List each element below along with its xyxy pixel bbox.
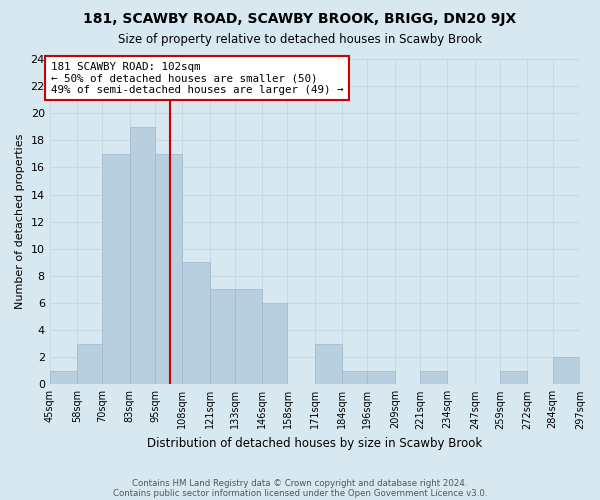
Bar [182,262,209,384]
Bar [235,290,262,384]
Y-axis label: Number of detached properties: Number of detached properties [15,134,25,310]
Bar [262,303,287,384]
Bar [342,371,367,384]
Bar [155,154,182,384]
Bar [50,371,77,384]
Bar [209,290,235,384]
Text: Contains HM Land Registry data © Crown copyright and database right 2024.: Contains HM Land Registry data © Crown c… [132,478,468,488]
Text: 181 SCAWBY ROAD: 102sqm
← 50% of detached houses are smaller (50)
49% of semi-de: 181 SCAWBY ROAD: 102sqm ← 50% of detache… [51,62,343,95]
Text: 181, SCAWBY ROAD, SCAWBY BROOK, BRIGG, DN20 9JX: 181, SCAWBY ROAD, SCAWBY BROOK, BRIGG, D… [83,12,517,26]
Bar [315,344,342,384]
Text: Size of property relative to detached houses in Scawby Brook: Size of property relative to detached ho… [118,32,482,46]
Bar [77,344,102,384]
Bar [130,127,155,384]
Bar [420,371,448,384]
Bar [500,371,527,384]
Bar [367,371,395,384]
Bar [553,357,580,384]
Text: Contains public sector information licensed under the Open Government Licence v3: Contains public sector information licen… [113,488,487,498]
Bar [102,154,130,384]
X-axis label: Distribution of detached houses by size in Scawby Brook: Distribution of detached houses by size … [147,437,482,450]
